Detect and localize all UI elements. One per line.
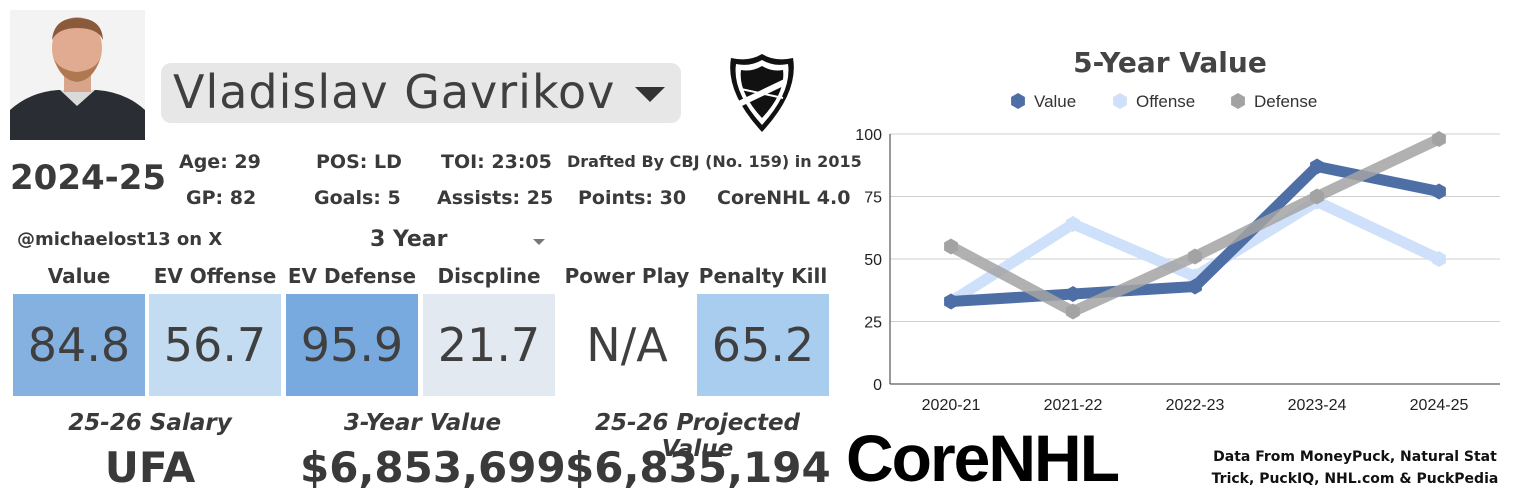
model-version: CoreNHL 4.0 bbox=[717, 187, 851, 209]
tile-ev-defense: 95.9 bbox=[286, 294, 418, 396]
legend-label: Value bbox=[1034, 92, 1076, 111]
points-stat: Points: 30 bbox=[578, 187, 687, 209]
data-point bbox=[1066, 286, 1080, 302]
data-point bbox=[1432, 131, 1446, 147]
toi-stat: TOI: 23:05 bbox=[441, 151, 552, 173]
y-tick-label: 75 bbox=[864, 190, 882, 207]
data-point bbox=[1310, 188, 1324, 205]
player-select[interactable]: Vladislav Gavrikov bbox=[161, 63, 681, 123]
cat-label-ev-offense: EV Offense bbox=[153, 264, 277, 288]
chevron-down-icon bbox=[533, 239, 545, 245]
three-year-value: $6,853,699 bbox=[300, 443, 566, 492]
y-tick-label: 100 bbox=[855, 127, 882, 144]
x-tick-label: 2024-25 bbox=[1410, 397, 1469, 414]
cat-label-penalty-kill: Penalty Kill bbox=[698, 264, 828, 288]
data-point bbox=[1066, 303, 1080, 320]
period-value: 3 Year bbox=[370, 227, 448, 252]
tile-discipline: 21.7 bbox=[423, 294, 555, 396]
source-line-2: Trick, PuckIQ, NHL.com & PuckPedia bbox=[1211, 471, 1499, 487]
projected-value-label: 25-26 Projected Value bbox=[594, 410, 801, 462]
legend-marker bbox=[1113, 93, 1127, 109]
data-point bbox=[1066, 216, 1080, 232]
x-tick-label: 2022-23 bbox=[1166, 397, 1225, 414]
chevron-down-icon bbox=[635, 87, 665, 102]
season-label: 2024-25 bbox=[10, 158, 167, 198]
assists-stat: Assists: 25 bbox=[437, 187, 554, 209]
tile-power-play: N/A bbox=[561, 294, 693, 396]
projected-value: $6,835,194 bbox=[565, 443, 831, 492]
tile-ev-offense: 56.7 bbox=[149, 294, 281, 396]
y-tick-label: 25 bbox=[864, 315, 882, 332]
three-year-value-label: 3-Year Value bbox=[343, 410, 502, 436]
position-stat: POS: LD bbox=[316, 151, 402, 173]
source-line-1: Data From MoneyPuck, Natural Stat bbox=[1213, 449, 1497, 465]
data-point bbox=[944, 293, 958, 310]
tile-value: 84.8 bbox=[13, 294, 145, 396]
data-point bbox=[944, 238, 958, 255]
x-tick-label: 2021-22 bbox=[1044, 397, 1103, 414]
goals-stat: Goals: 5 bbox=[314, 187, 401, 209]
legend-label: Offense bbox=[1136, 92, 1195, 111]
age-stat: Age: 29 bbox=[179, 151, 261, 173]
data-point bbox=[1188, 278, 1202, 295]
legend-marker bbox=[1231, 93, 1245, 109]
x-tick-label: 2020-21 bbox=[922, 397, 981, 414]
period-select[interactable]: 3 Year bbox=[360, 224, 550, 254]
y-tick-label: 50 bbox=[864, 252, 882, 269]
player-name: Vladislav Gavrikov bbox=[173, 65, 616, 119]
data-point bbox=[1188, 248, 1202, 265]
value-line-chart: 0 25 50 75 100 2020-21 2021-22 2022-23 2023-24 20… bbox=[855, 92, 1500, 414]
salary-label: 25-26 Salary bbox=[68, 410, 232, 436]
twitter-handle: @michaelost13 on X bbox=[17, 229, 223, 250]
draft-info: Drafted By CBJ (No. 159) in 2015 bbox=[567, 152, 862, 171]
salary-value: UFA bbox=[104, 443, 196, 492]
x-tick-label: 2023-24 bbox=[1288, 397, 1347, 414]
cat-label-value: Value bbox=[47, 264, 111, 288]
tile-penalty-kill: 65.2 bbox=[697, 294, 829, 396]
legend-marker bbox=[1011, 93, 1025, 109]
player-photo bbox=[10, 10, 145, 140]
cat-label-ev-defense: EV Defense bbox=[287, 264, 417, 288]
data-source-note: Data From MoneyPuck, Natural Stat Trick,… bbox=[1195, 446, 1515, 490]
data-point bbox=[1432, 251, 1446, 267]
nhl-logo bbox=[725, 52, 799, 134]
data-point bbox=[1432, 183, 1446, 200]
data-point bbox=[1310, 158, 1324, 175]
legend-label: Defense bbox=[1254, 92, 1317, 111]
gp-stat: GP: 82 bbox=[186, 187, 257, 209]
cat-label-power-play: Power Play bbox=[564, 264, 690, 288]
y-tick-label: 0 bbox=[873, 377, 882, 394]
cat-label-discipline: Discpline bbox=[437, 264, 541, 288]
chart-title: 5-Year Value bbox=[1073, 46, 1267, 79]
corenhl-logo: CoreNHL bbox=[846, 421, 1120, 495]
